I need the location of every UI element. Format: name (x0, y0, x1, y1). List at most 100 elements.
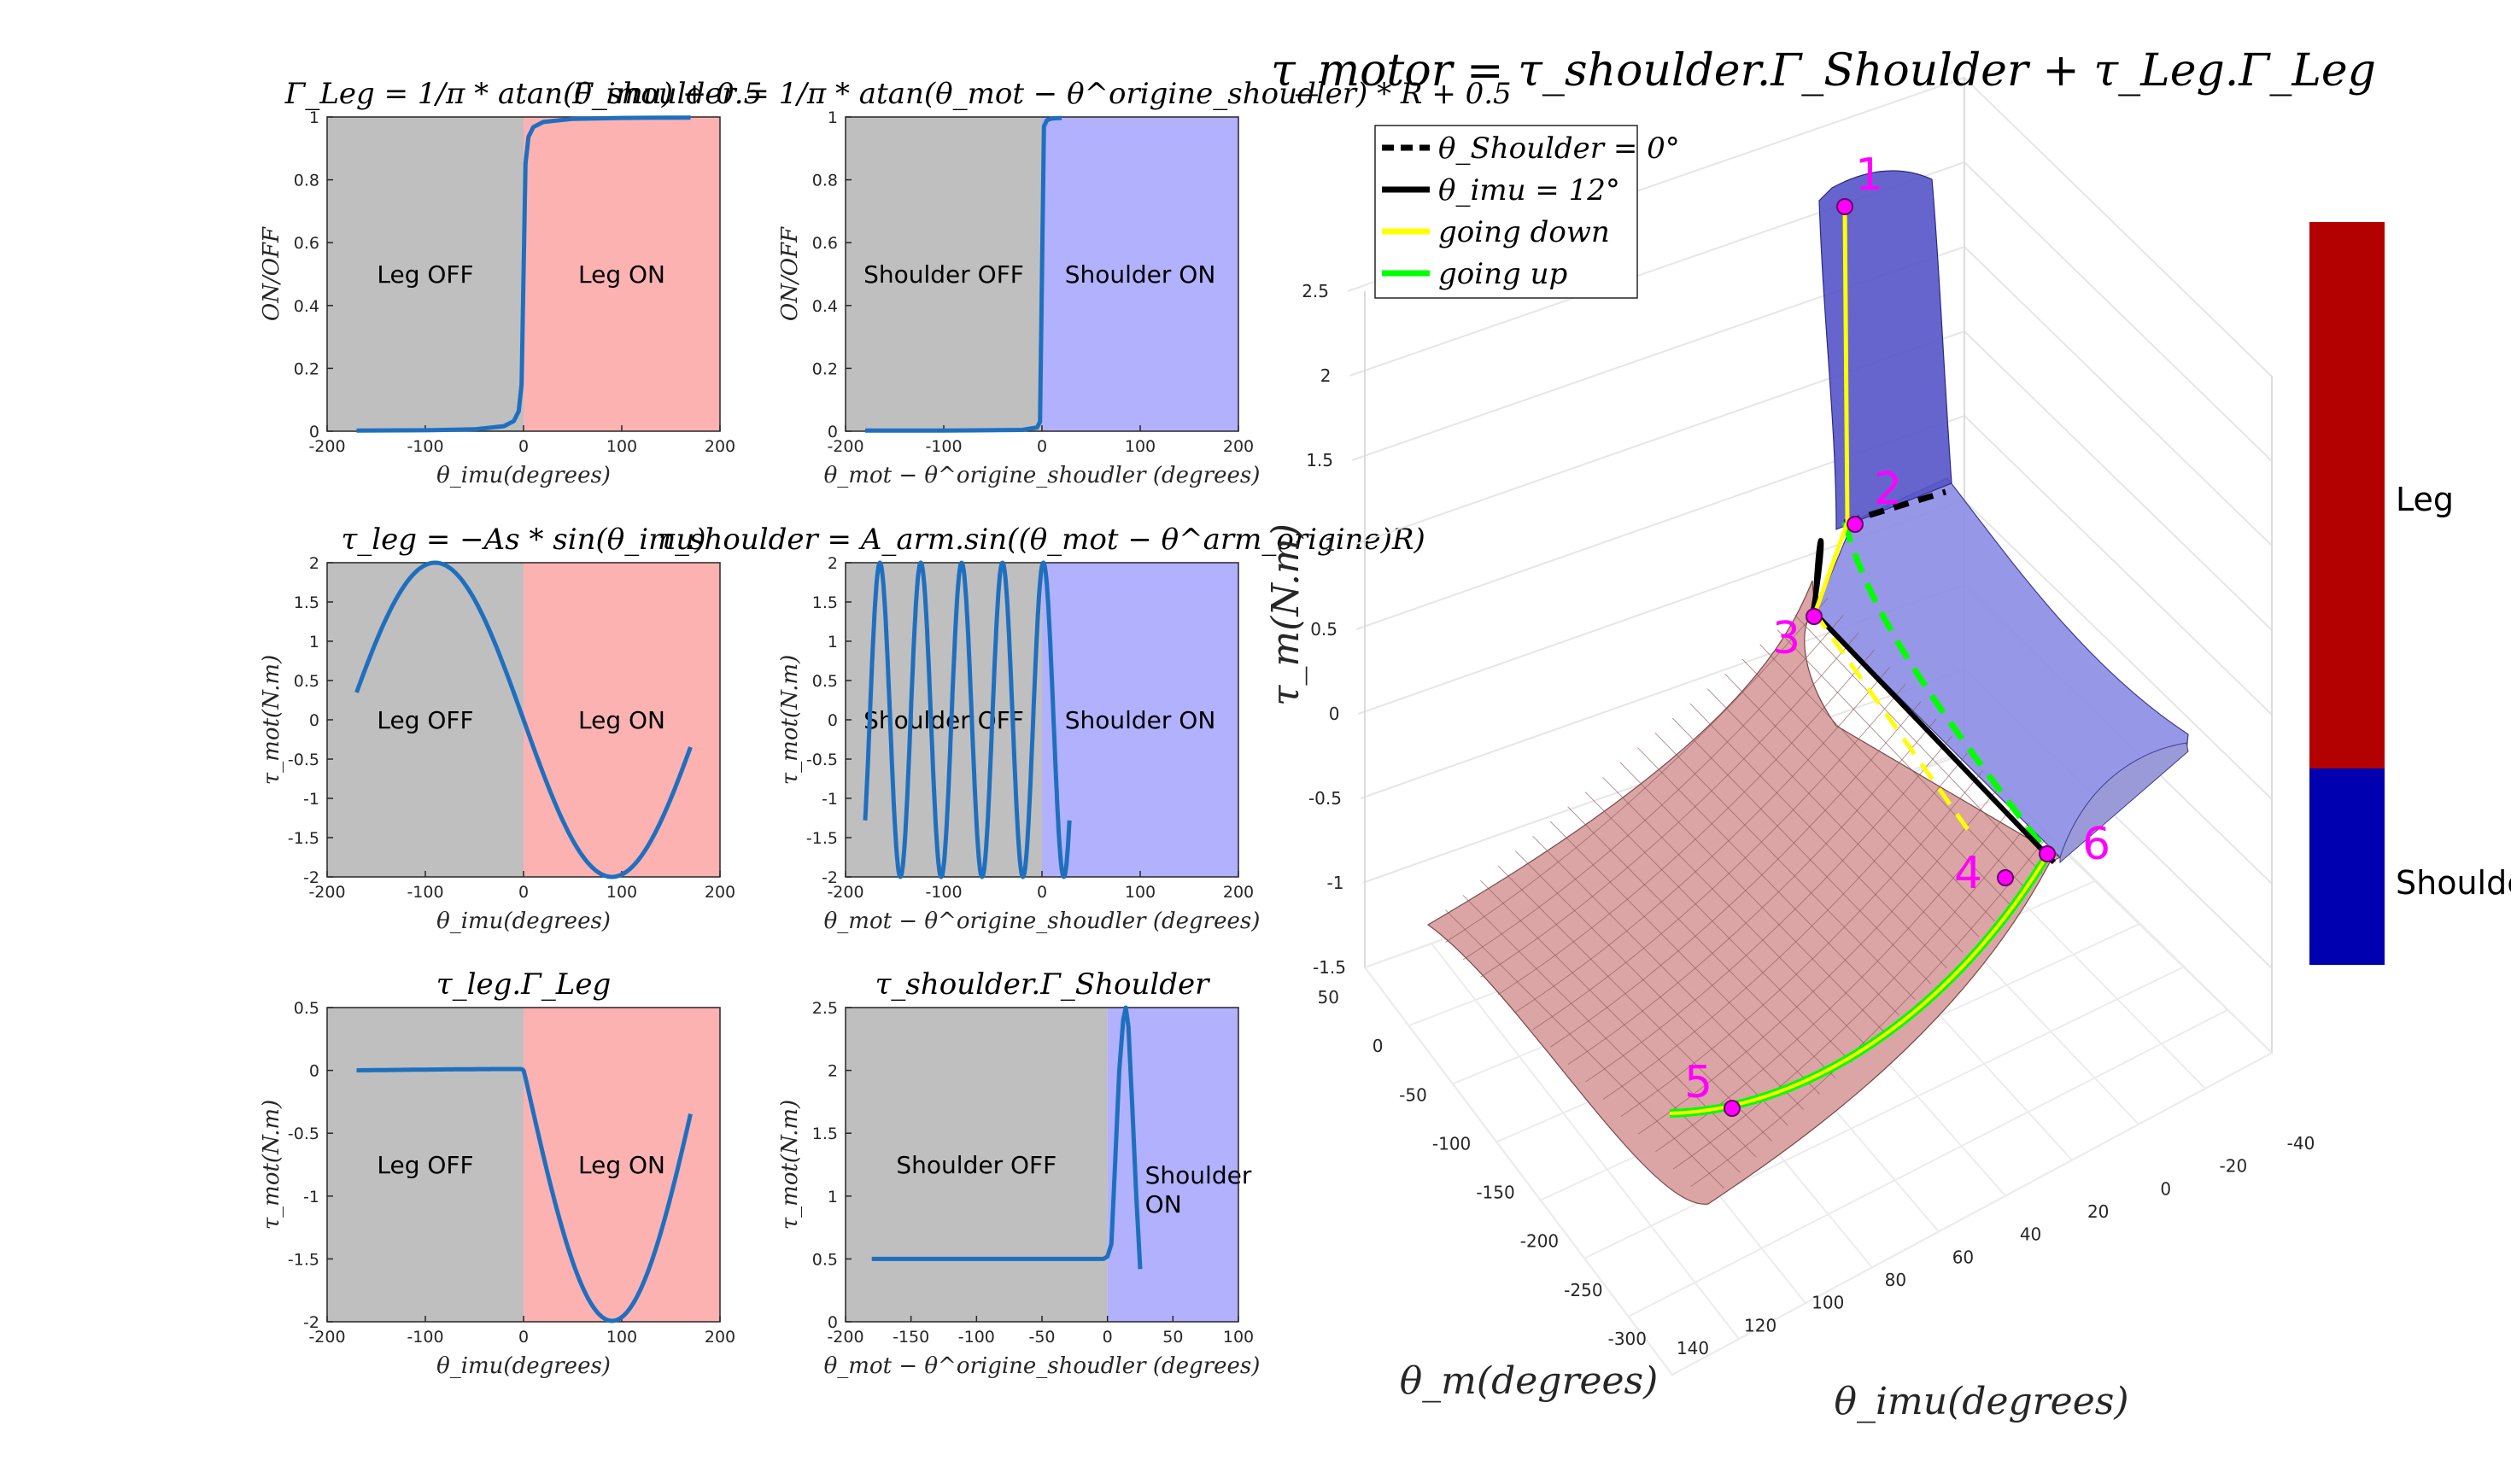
x-tick-label-tau_shoulder: -100 (925, 883, 962, 902)
x-tick-label-tau_shoulder_gamma: -50 (1028, 1328, 1055, 1347)
series-line-tau_leg_gamma (356, 1066, 693, 1323)
subplot-title-tau_shoulder_gamma: τ_shoulder.Γ_Shoulder (875, 967, 1211, 1002)
z-grid-line (1964, 330, 2273, 631)
theta-m-tick-label: -200 (1520, 1231, 1559, 1252)
surface-mesh-line (1655, 804, 2014, 1153)
subplot-title-gamma_shoulder: Γ_shoulder = 1/π * atan(θ_mot − θ^origin… (571, 77, 1511, 111)
x-axis-label-tau_leg_gamma: θ_imu(degrees) (436, 1353, 611, 1379)
region-tau_leg-0 (327, 563, 524, 877)
theta-imu-tick-label: 20 (2087, 1201, 2109, 1222)
x-tick-label-tau_leg_gamma: 0 (518, 1328, 529, 1347)
surface-mesh-line (1567, 806, 1836, 1079)
x-tick-label-tau_shoulder: -200 (827, 883, 863, 902)
x-tick-label-tau_shoulder_gamma: -150 (893, 1328, 929, 1347)
x-tick-label-tau_shoulder_gamma: -200 (827, 1328, 863, 1347)
x-tick-label-gamma_shoulder: 100 (1125, 437, 1156, 456)
y-tick-label-tau_leg: 1 (309, 633, 319, 651)
surface-shoulder-edge (2059, 742, 2189, 864)
surface-mesh-line (1445, 909, 1724, 1189)
subplot-title-tau_shoulder: τ_shoulder = A_arm.sin((θ_mot − θ^arm_or… (658, 523, 1425, 557)
y-tick-label-tau_leg: -1 (303, 790, 319, 809)
y-tick-label-gamma_leg: 1 (309, 108, 319, 127)
y-tick-label-tau_leg_gamma: -1 (303, 1188, 319, 1206)
theta-imu-tick-label: 120 (1744, 1315, 1776, 1335)
y-tick-label-tau_shoulder: 1.5 (812, 593, 838, 612)
region-tau_leg_gamma-0 (327, 1008, 524, 1322)
x-tick-label-gamma_leg: 200 (705, 437, 735, 456)
surface-mesh-line (1567, 718, 1937, 1065)
y-tick-label-tau_shoulder_gamma: 0 (828, 1313, 838, 1332)
region-tau_shoulder_gamma-0 (846, 1008, 1108, 1322)
region-gamma_shoulder-1 (1042, 117, 1238, 431)
surface-mesh-line (1550, 701, 1922, 1048)
point-label-2: 2 (1874, 464, 1902, 515)
subplot-title-gamma_leg: Γ_Leg = 1/π * atan(θ_imu) + 0.5 (284, 77, 763, 111)
surface-mesh-line (1724, 674, 1980, 938)
y-tick-label-tau_leg_gamma: 0.5 (294, 999, 319, 1018)
z-axis-label: τ_m(N.m) (1264, 523, 1308, 706)
x-tick-label-tau_leg: 200 (705, 883, 735, 902)
theta-imu-tick-label: 80 (1885, 1270, 1906, 1290)
x-tick-label-tau_leg: 0 (518, 883, 529, 902)
surface-panel: 1 2 3 4 5 6 -1.5 -1 -0.5 0 0.5 1 1.5 2 2.5 50 0 -50 -100 -… (1264, 77, 2511, 1423)
theta-m-tick-label: -250 (1564, 1280, 1602, 1300)
x-axis-label-gamma_leg: θ_imu(degrees) (436, 463, 611, 488)
theta-m-tick-label: -150 (1476, 1183, 1514, 1203)
region-label-gamma_leg-1: Leg ON (578, 260, 665, 289)
y-tick-label-tau_leg: -0.5 (288, 751, 319, 769)
x-tick-label-gamma_shoulder: 0 (1037, 437, 1047, 456)
floor-grid-line (1431, 943, 1740, 1340)
x-tick-label-tau_leg: 100 (606, 883, 637, 902)
theta-imu-tick-label: -40 (2287, 1133, 2315, 1154)
point-label-1: 1 (1855, 149, 1883, 201)
x-tick-label-tau_leg: -200 (308, 883, 345, 902)
surface-mesh-line (1515, 666, 1890, 1013)
surface-mesh-line (1584, 792, 1853, 1063)
region-label-tau_leg-0: Leg OFF (377, 706, 473, 734)
y-axis-label-tau_shoulder_gamma: τ_mot(N.m) (777, 1100, 803, 1230)
point-label-4: 4 (1954, 848, 1982, 899)
y-tick-label-tau_leg: 1.5 (294, 593, 319, 612)
z-tick-label: 1.5 (1306, 450, 1333, 470)
y-tick-label-gamma_shoulder: 0.4 (812, 297, 838, 316)
surface-mesh-line (1514, 850, 1788, 1126)
point-marker-5 (1724, 1100, 1741, 1117)
x-tick-label-tau_shoulder: 100 (1125, 883, 1156, 902)
y-axis-label-gamma_leg: ON/OFF (259, 226, 284, 321)
theta-imu-tick-label: 0 (2160, 1178, 2171, 1199)
y-tick-label-gamma_shoulder: 0 (828, 423, 838, 441)
y-tick-label-tau_shoulder_gamma: 0.5 (812, 1250, 838, 1269)
z-grid-line (1964, 77, 2273, 377)
subplot-tau_leg: Leg OFF Leg ON -200 -100 0 100 200 -2 -1.5 -1 -0.5… (259, 523, 735, 934)
point-marker-4 (1997, 869, 2014, 886)
y-tick-label-tau_shoulder: -0.5 (806, 751, 838, 769)
theta-imu-tick-label: 100 (1812, 1293, 1844, 1313)
x-tick-label-tau_shoulder: 0 (1037, 883, 1047, 902)
theta-m-tick-label: -300 (1608, 1329, 1647, 1349)
series-line-tau_leg (354, 560, 693, 879)
floor-grid-line (1628, 1008, 2229, 1317)
point-label-6: 6 (2082, 819, 2110, 870)
subplot-panels: Leg OFF Leg ON-200 -100 0 100 20000.20.40.60.… (259, 77, 1512, 1379)
subplot-title-tau_leg: τ_leg = −As * sin(θ_imu) (341, 523, 705, 557)
surface-mesh-line (1532, 684, 1906, 1031)
theta-shoulder-zero-line (1843, 488, 1947, 526)
y-tick-label-tau_leg: 0.5 (294, 672, 319, 691)
point-label-3: 3 (1772, 613, 1800, 664)
y-tick-label-tau_shoulder: 1 (828, 633, 838, 651)
surface-points: 1 2 3 4 5 6 (1684, 149, 2110, 1117)
floor-grid-line (1583, 966, 2185, 1259)
y-tick-label-tau_leg_gamma: -1.5 (288, 1250, 319, 1269)
region-label-tau_shoulder_gamma-0: Shoulder OFF (896, 1151, 1056, 1179)
surface-mesh-line (1532, 836, 1805, 1110)
surface-mesh-line (1549, 821, 1820, 1095)
y-tick-label-gamma_shoulder: 1 (828, 108, 838, 127)
theta-imu-axis-label: θ_imu(degrees) (1834, 1380, 2128, 1423)
x-tick-label-tau_leg_gamma: 200 (705, 1328, 735, 1347)
surface-mesh-line (1445, 597, 1829, 943)
region-label-tau_leg_gamma-1: Leg ON (578, 1151, 665, 1179)
y-axis-label-gamma_shoulder: ON/OFF (777, 226, 803, 321)
y-tick-label-gamma_leg: 0.8 (294, 172, 319, 190)
surface-mesh-line (1619, 762, 1884, 1031)
